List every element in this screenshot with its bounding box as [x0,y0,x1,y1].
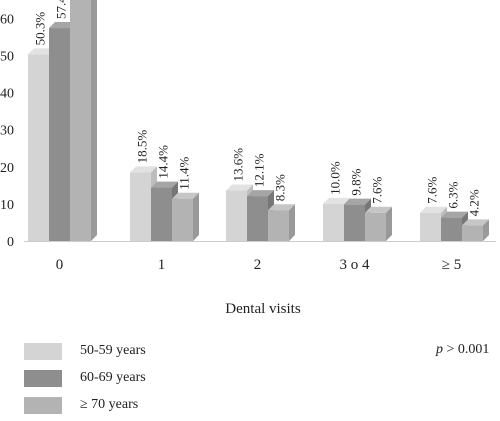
bar-front [462,225,483,241]
bar [172,192,199,241]
legend: 50-59 years 60-69 years ≥ 70 years [24,340,146,421]
bar-front [49,28,70,241]
legend-item: 60-69 years [24,367,146,389]
bar-side [289,204,295,241]
bar-front [130,172,151,241]
bar-top [344,198,371,205]
y-tick-label: 40 [0,87,14,102]
bar-top [226,184,253,191]
legend-item: ≥ 70 years [24,394,146,416]
x-tick-label: ≥ 5 [442,257,461,273]
bar-top [323,197,350,204]
bar-side [193,192,199,241]
bar-top [462,219,489,226]
data-label: 11.4% [177,156,192,189]
bar-top [151,181,178,188]
y-tick-label: 60 [0,12,14,27]
legend-label: 50-59 years [80,343,146,358]
y-tick-label: 50 [0,50,14,65]
bar-top [28,48,55,55]
y-tick-label: 0 [7,235,14,250]
bar-top [49,22,76,29]
bar-side [91,0,97,241]
data-label: 9.8% [349,168,364,195]
bar-front [268,210,289,241]
data-label: 7.6% [425,177,440,204]
x-axis-title: Dental visits [225,301,301,317]
legend-swatch [24,342,62,360]
bar-front [226,190,247,241]
bar-front [420,212,441,241]
bar-top [172,192,199,199]
p-value-note: p > 0.001 [436,342,489,358]
bar-front [28,54,49,242]
y-tick-label: 10 [0,198,14,213]
legend-label: 60-69 years [80,370,146,385]
bar-top [130,166,157,173]
y-tick-label: 30 [0,124,14,139]
bar-front [247,196,268,241]
bar-front [441,217,462,241]
bar-top [268,204,295,211]
data-label: 14.4% [156,145,171,179]
data-label: 50.3% [33,12,48,46]
data-label: 13.6% [231,148,246,182]
p-symbol: p [436,342,443,357]
bar-front [172,198,193,241]
y-axis: 010203040506070 [0,12,14,250]
bar-top [247,190,274,197]
bar [365,206,392,241]
value-labels: 50.3%57.4%68.5%18.5%14.4%11.4%13.6%12.1%… [33,0,482,216]
data-label: 8.3% [273,174,288,201]
x-tick-label: 2 [254,257,262,273]
legend-swatch [24,369,62,387]
bar-side [483,219,489,241]
data-label: 4.2% [467,189,482,216]
bar-top [365,206,392,213]
bar [462,219,489,241]
bar [70,0,97,241]
bars [28,0,489,242]
bar-chart: 010203040506070 50.3%57.4%68.5%18.5%14.4… [0,0,496,317]
data-label: 7.6% [370,177,385,204]
bar-front [151,187,172,241]
bar-top [441,211,468,218]
legend-swatch [24,396,62,414]
x-axis: 0 1 2 3 o 4 ≥ 5 [24,241,496,273]
legend-label: ≥ 70 years [80,397,139,412]
data-label: 10.0% [328,161,343,195]
x-tick-label: 0 [56,257,64,273]
y-tick-label: 20 [0,161,14,176]
p-value-text: > 0.001 [443,342,490,357]
data-label: 57.4% [54,0,69,19]
data-label: 18.5% [135,130,150,164]
x-tick-label: 3 o 4 [340,257,371,273]
x-tick-label: 1 [158,257,166,273]
data-label: 6.3% [446,181,461,208]
bar-front [344,204,365,241]
bar-front [365,212,386,241]
data-label: 12.1% [252,153,267,187]
legend-item: 50-59 years [24,340,146,362]
bar-side [386,206,392,241]
bar [268,204,295,241]
bar-front [70,0,91,241]
bar-front [323,203,344,241]
bar-top [420,206,447,213]
